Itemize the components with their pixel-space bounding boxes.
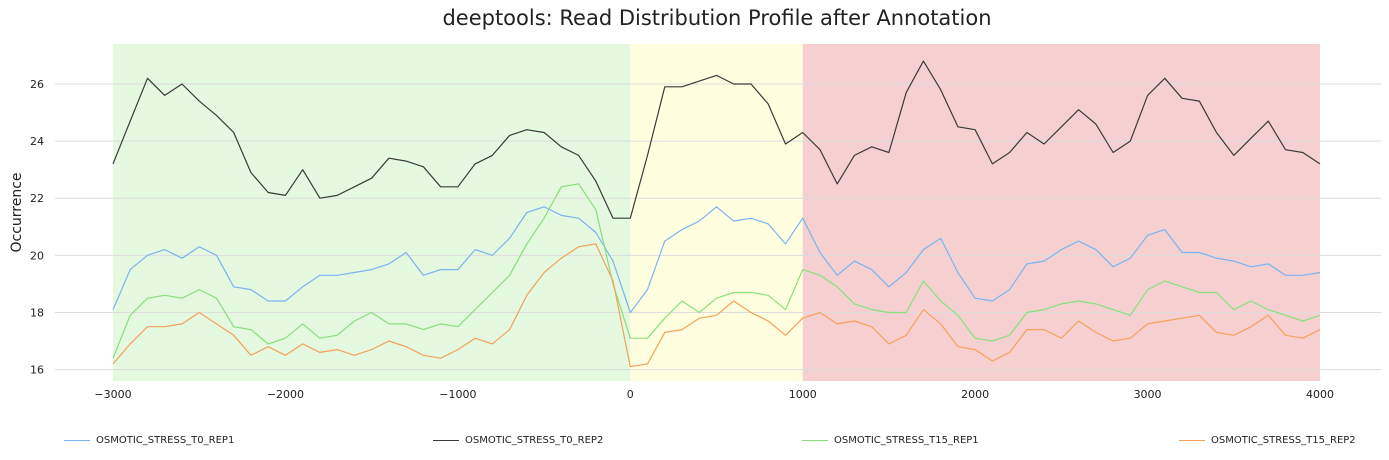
region-2 <box>802 44 1320 381</box>
x-tick-label-2000: 2000 <box>961 388 989 401</box>
region-1 <box>630 44 803 381</box>
x-tick-label-3000: 3000 <box>1134 388 1162 401</box>
y-tick-label-22: 22 <box>30 192 44 205</box>
x-tick-label-0: 0 <box>627 388 634 401</box>
x-tick-label-4000: 4000 <box>1306 388 1334 401</box>
x-tick-label--2000: −2000 <box>267 388 304 401</box>
x-tick-label-1000: 1000 <box>789 388 817 401</box>
legend-item-1: OSMOTIC_STRESS_T0_REP2 <box>433 431 603 449</box>
y-axis-label: Occurrence <box>9 172 25 252</box>
region-0 <box>113 44 631 381</box>
x-tick-label--3000: −3000 <box>94 388 131 401</box>
series-line-1 <box>112 60 1321 219</box>
legend-item-2: OSMOTIC_STRESS_T15_REP1 <box>802 431 979 449</box>
legend-label: OSMOTIC_STRESS_T15_REP2 <box>1211 434 1356 446</box>
legend-swatch <box>802 439 828 441</box>
legend-swatch <box>433 439 459 441</box>
chart-title: deeptools: Read Distribution Profile aft… <box>442 6 992 30</box>
legend-label: OSMOTIC_STRESS_T15_REP1 <box>834 434 979 446</box>
legend-item-0: OSMOTIC_STRESS_T0_REP1 <box>64 431 234 449</box>
legend-swatch <box>64 439 90 441</box>
legend-label: OSMOTIC_STRESS_T0_REP2 <box>465 434 604 446</box>
series-line-3 <box>112 243 1321 368</box>
y-tick-label-26: 26 <box>30 78 44 91</box>
legend-swatch <box>1179 439 1205 441</box>
series-line-0 <box>112 206 1321 314</box>
x-tick-label--1000: −1000 <box>439 388 476 401</box>
y-tick-label-20: 20 <box>30 249 44 262</box>
y-tick-label-16: 16 <box>30 364 44 377</box>
series-line-2 <box>112 183 1321 359</box>
plot-area: 16 18 20 22 24 26 −3000 −2000 −1000 0 1000 2000 3000… <box>9 44 1381 401</box>
y-tick-label-24: 24 <box>30 135 44 148</box>
legend: OSMOTIC_STRESS_T0_REP1 OSMOTIC_STRESS_T0_… <box>0 431 1389 451</box>
legend-label: OSMOTIC_STRESS_T0_REP1 <box>96 434 235 446</box>
legend-item-3: OSMOTIC_STRESS_T15_REP2 <box>1179 431 1356 449</box>
y-tick-label-18: 18 <box>30 306 44 319</box>
